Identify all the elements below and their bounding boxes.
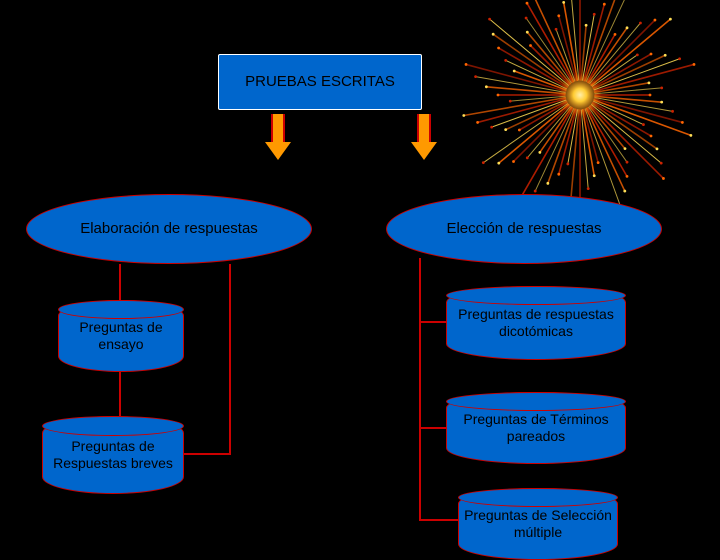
child-node-0-1: Preguntas de Respuestas breves (42, 416, 184, 494)
title-label: PRUEBAS ESCRITAS (245, 73, 395, 91)
arrow-down-right (411, 114, 437, 160)
child-node-0-0: Preguntas de ensayo (58, 300, 184, 372)
child-node-label: Preguntas de Respuestas breves (43, 438, 183, 472)
branch-head-1: Elección de respuestas (386, 194, 662, 264)
branch-head-label: Elaboración de respuestas (80, 220, 258, 238)
child-node-label: Preguntas de Términos pareados (447, 411, 625, 445)
title-node: PRUEBAS ESCRITAS (218, 54, 422, 110)
arrow-down-left (265, 114, 291, 160)
child-node-label: Preguntas de respuestas dicotómicas (447, 306, 625, 340)
child-node-label: Preguntas de ensayo (59, 319, 183, 353)
child-node-label: Preguntas de Selección múltiple (459, 507, 617, 541)
child-node-1-1: Preguntas de Términos pareados (446, 392, 626, 464)
child-node-1-2: Preguntas de Selección múltiple (458, 488, 618, 560)
firework-decoration (460, 0, 700, 215)
child-node-1-0: Preguntas de respuestas dicotómicas (446, 286, 626, 360)
branch-head-label: Elección de respuestas (446, 220, 601, 238)
branch-head-0: Elaboración de respuestas (26, 194, 312, 264)
